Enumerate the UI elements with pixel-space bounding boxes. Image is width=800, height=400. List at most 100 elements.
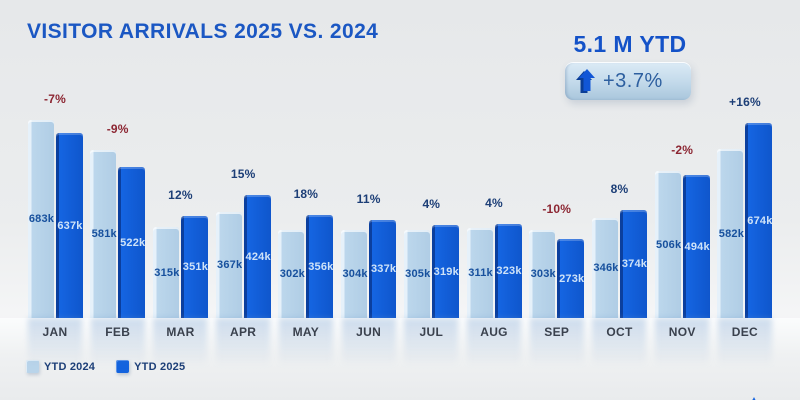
month-label: JUL: [419, 325, 444, 339]
bar-2024: 303k: [529, 230, 556, 318]
pct-change-label: 11%: [356, 192, 381, 206]
legend-label-2025: YTD 2025: [134, 360, 186, 373]
bar-value-label: 522k: [120, 236, 146, 249]
month-label: SEP: [544, 325, 570, 339]
bar-reflection: [655, 318, 710, 366]
bar-value-label: 494k: [684, 240, 710, 253]
bar-reflection: [90, 318, 145, 366]
bar-2025: 351k: [180, 216, 209, 318]
chart-legend: YTD 2024 YTD 2025: [26, 360, 197, 373]
bar-group-feb: -9% 581k 522k FEB: [90, 68, 146, 366]
bar-2025: 374k: [619, 210, 647, 318]
bar-group-oct: 8% 346k 374k OCT: [591, 68, 647, 366]
bar-2024: 582k: [717, 149, 745, 318]
bar-group-mar: 12% 315k 351k MAR: [152, 68, 209, 366]
bar-2024: 315k: [152, 227, 180, 318]
pct-change-label: -7%: [44, 92, 66, 106]
pct-change-label: -2%: [671, 143, 694, 157]
bar-value-label: 506k: [656, 238, 682, 251]
bar-2025: 522k: [118, 167, 146, 318]
floor-surface: [0, 318, 800, 400]
bar-value-label: 582k: [718, 227, 745, 240]
pct-change-label: -9%: [106, 122, 129, 136]
bar-value-label: 337k: [370, 263, 397, 275]
bar-2025: 424k: [243, 195, 271, 318]
month-label: NOV: [668, 325, 696, 339]
pct-change-label: 15%: [230, 167, 256, 181]
month-label: MAR: [166, 325, 195, 339]
bar-value-label: 315k: [154, 266, 180, 279]
bar-value-label: 273k: [559, 272, 585, 285]
bar-2025: 674k: [745, 123, 773, 318]
bar-2025: 273k: [557, 239, 585, 318]
bar-value-label: 683k: [28, 213, 55, 225]
pct-change-label: -10%: [542, 202, 572, 216]
bar-2025: 337k: [369, 220, 397, 318]
bar-group-jul: 4% 305k 319k JUL: [403, 68, 459, 366]
bar-reflection: [278, 318, 333, 366]
ytd-change-badge: +3.7%: [565, 62, 691, 100]
month-label: JAN: [42, 325, 68, 339]
bar-2024: 683k: [27, 120, 55, 318]
month-label: APR: [230, 325, 257, 339]
bar-2024: 305k: [403, 230, 431, 318]
legend-item-ytd-2025: YTD 2025: [116, 360, 185, 373]
bar-reflection: [467, 318, 522, 366]
legend-swatch-2024: [26, 360, 39, 373]
bar-value-label: 304k: [342, 268, 368, 280]
bar-value-label: 356k: [308, 260, 334, 273]
bar-value-label: 637k: [57, 219, 83, 232]
bar-reflection: [341, 318, 396, 366]
month-label: OCT: [606, 325, 633, 339]
bar-reflection: [529, 318, 584, 366]
month-label: DEC: [731, 325, 759, 339]
bar-group-nov: -2% 506k 494k NOV: [654, 68, 710, 366]
bar-group-jun: 11% 304k 337k JUN: [341, 68, 397, 366]
bar-reflection: [404, 318, 459, 366]
bar-group-dec: +16% 582k 674k DEC: [717, 68, 773, 366]
bar-value-label: 674k: [747, 214, 773, 227]
bar-group-aug: 4% 311k 323k AUG: [466, 68, 522, 366]
pct-change-label: 18%: [293, 187, 319, 201]
bar-2025: 494k: [682, 175, 710, 318]
pct-change-label: 4%: [422, 197, 441, 211]
bar-value-label: 346k: [593, 262, 619, 274]
pct-change-label: 4%: [485, 196, 503, 210]
page-title: VISITOR ARRIVALS 2025 VS. 2024: [27, 20, 379, 43]
bar-2024: 302k: [278, 230, 306, 318]
bar-value-label: 305k: [405, 268, 431, 280]
pct-change-label: +16%: [728, 95, 761, 109]
legend-swatch-2025: [116, 360, 130, 373]
bar-2025: 319k: [431, 225, 459, 318]
legend-item-ytd-2024: YTD 2024: [26, 360, 95, 373]
month-label: FEB: [105, 325, 131, 339]
bar-value-label: 319k: [433, 265, 459, 278]
bar-reflection: [216, 318, 271, 366]
bar-2024: 311k: [466, 228, 493, 318]
bar-reflection: [28, 318, 82, 366]
bar-2025: 356k: [306, 215, 334, 318]
bar-value-label: 311k: [468, 267, 493, 279]
bar-value-label: 581k: [91, 228, 117, 240]
month-label: JUN: [356, 325, 382, 339]
bar-value-label: 303k: [530, 268, 556, 280]
bar-2025: 637k: [55, 133, 83, 318]
bar-group-apr: 15% 367k 424k APR: [215, 68, 271, 366]
ytd-total-label: 5.1 M YTD: [573, 31, 687, 57]
ytd-change-value: +3.7%: [603, 69, 663, 92]
pct-change-label: 8%: [610, 182, 629, 196]
bar-group-jan: -7% 683k 637k JAN: [27, 68, 83, 366]
partial-logo: [746, 392, 764, 400]
bar-chart: -7% 683k 637k JAN -9% 581k 522k FEB 12% 315k 351k M…: [27, 68, 773, 366]
bar-2025: 323k: [494, 224, 522, 318]
legend-label-2024: YTD 2024: [44, 360, 96, 373]
bar-2024: 506k: [654, 171, 682, 318]
bar-reflection: [153, 318, 208, 366]
pct-change-label: 12%: [168, 188, 193, 202]
bar-value-label: 351k: [182, 261, 209, 273]
bar-reflection: [717, 318, 772, 366]
bar-group-sep: -10% 303k 273k SEP: [529, 68, 585, 366]
bar-group-may: 18% 302k 356k MAY: [278, 68, 334, 366]
month-label: AUG: [480, 325, 508, 339]
bar-value-label: 302k: [279, 268, 306, 280]
